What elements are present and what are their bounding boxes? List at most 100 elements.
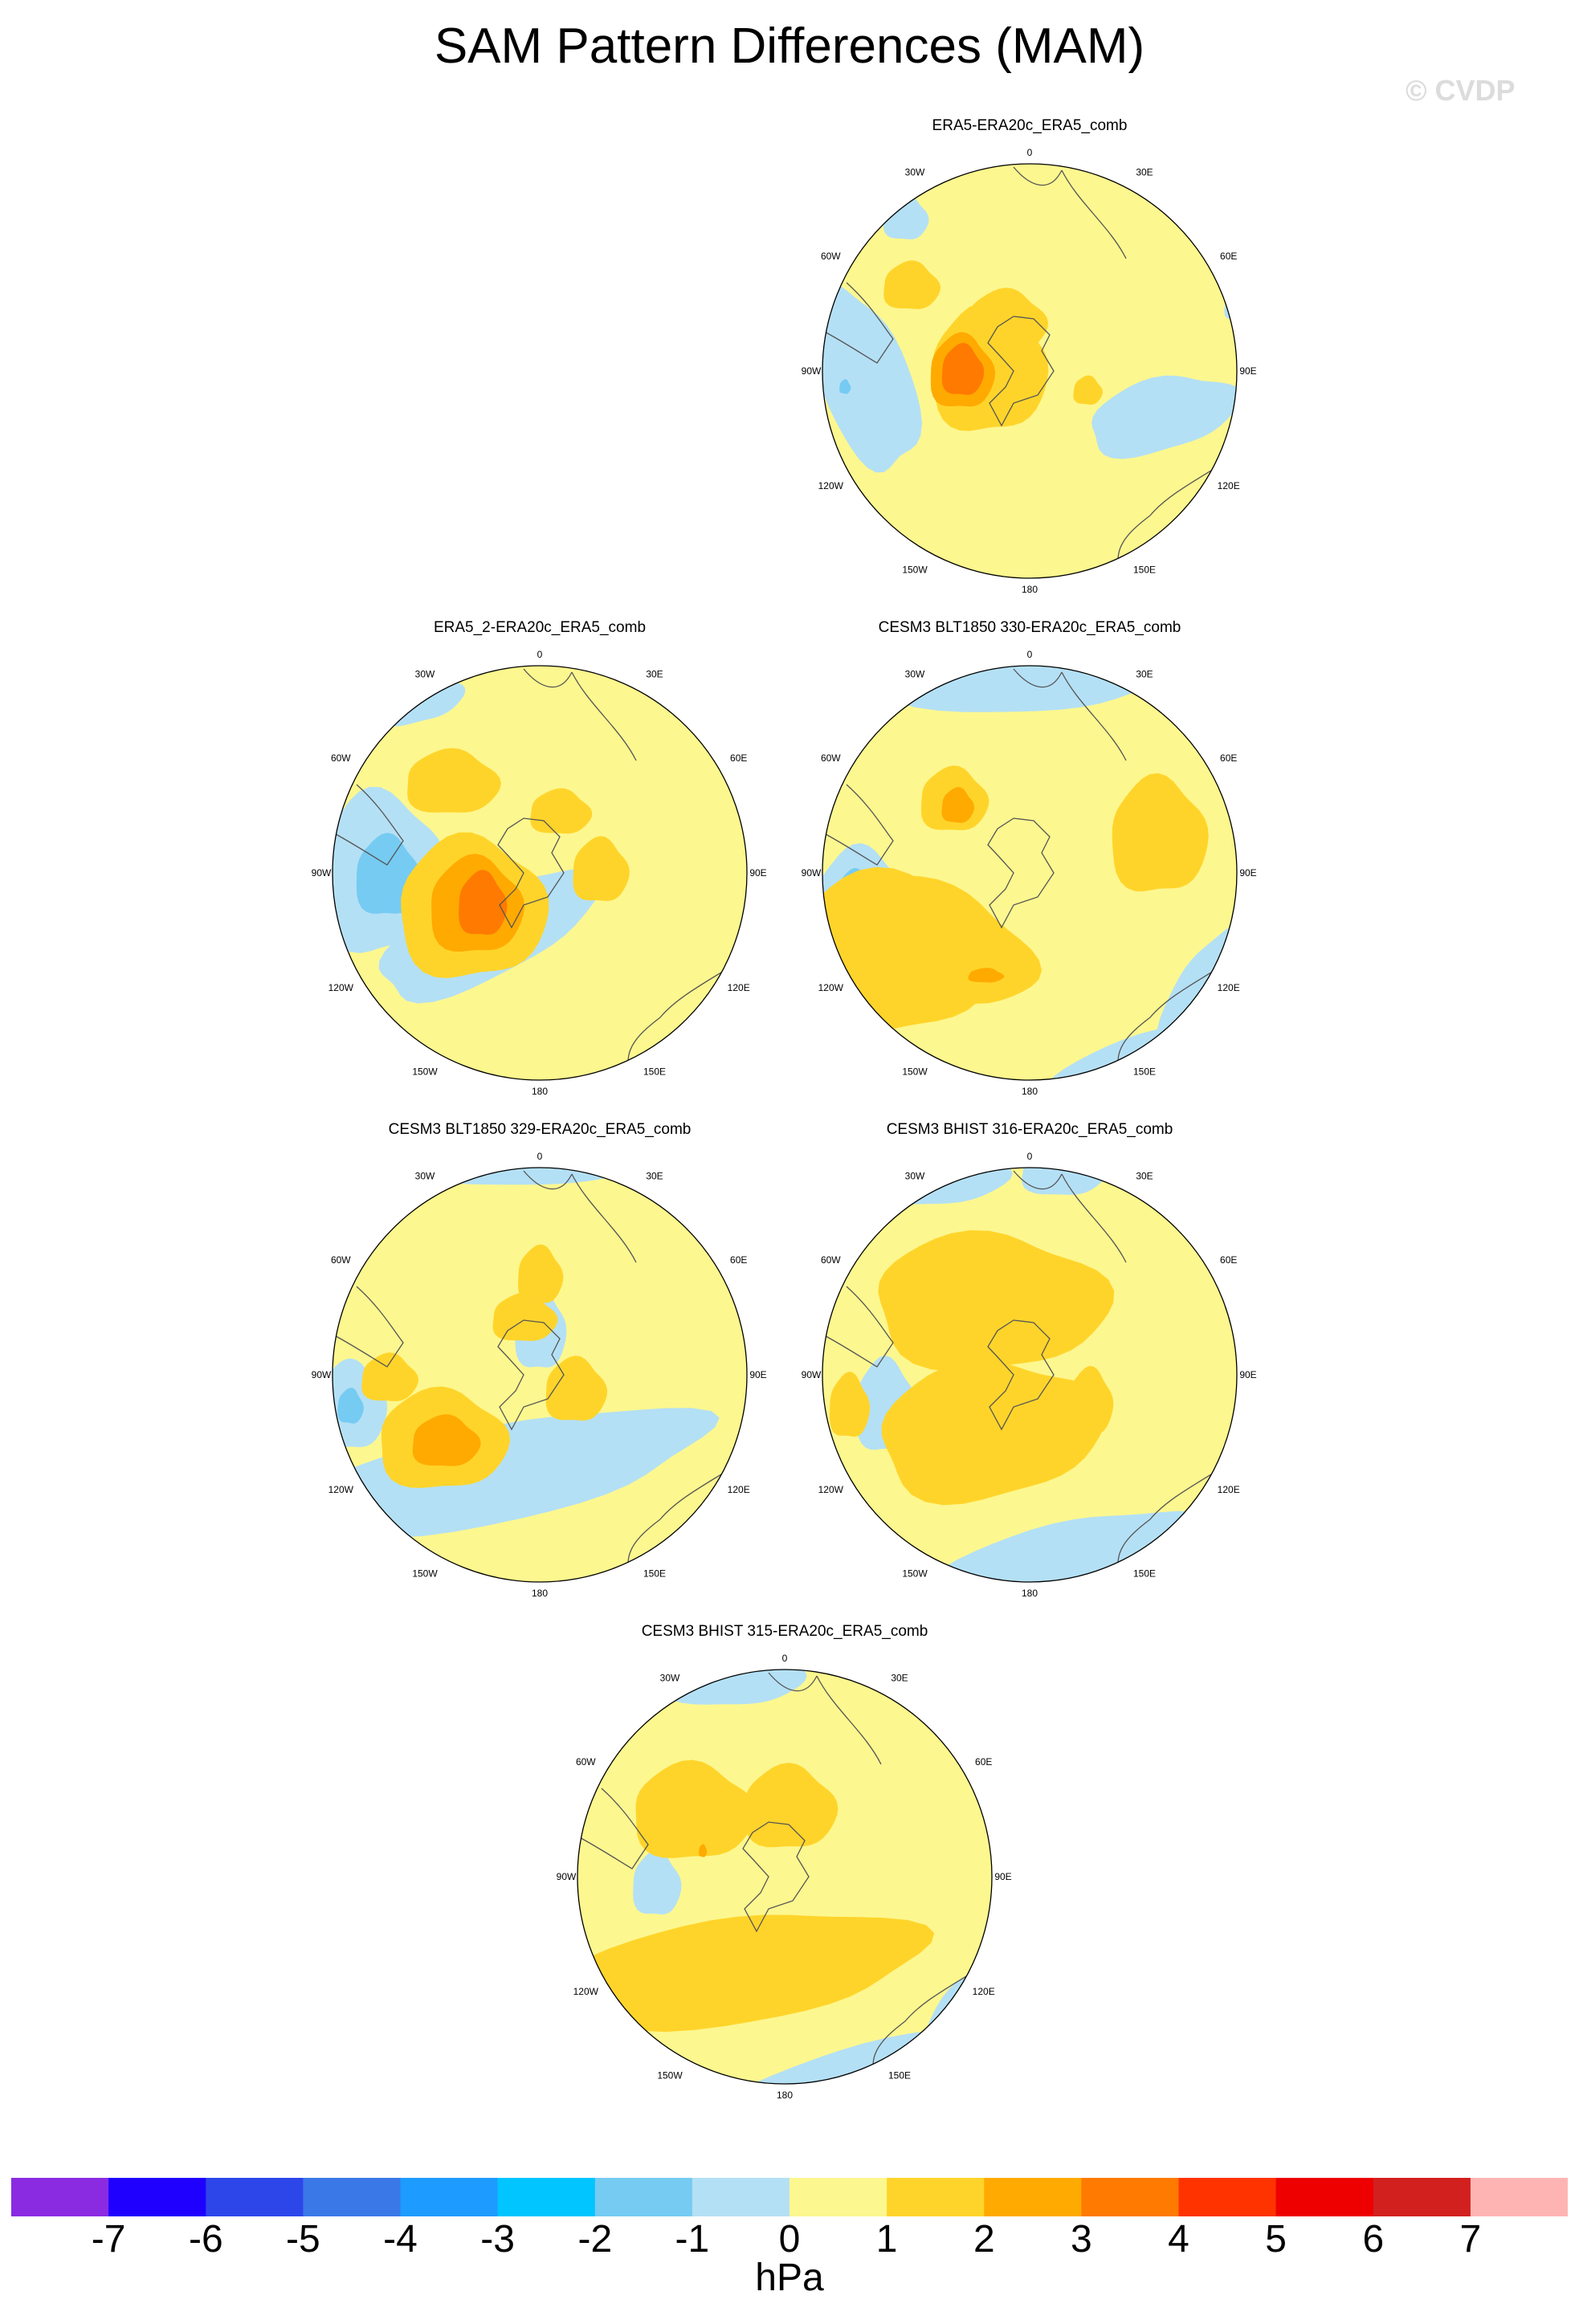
longitude-label: 150E	[888, 2070, 911, 2081]
polar-map: 0 30E 60E 90E 120E 150E 180 150W 120W 90W 60W 30W	[312, 1151, 767, 1599]
polar-map: 0 30E 60E 90E 120E 150E 180 150W 120W 90W 60W 30W	[802, 147, 1257, 595]
longitude-label: 120W	[328, 1484, 354, 1495]
colorbar-box	[790, 2178, 887, 2216]
antarctica-coastline	[742, 1821, 810, 1933]
map-border	[332, 665, 748, 1081]
longitude-label: 60W	[821, 251, 841, 262]
positive-anomaly-region	[412, 1414, 481, 1466]
positive-anomaly-region	[1068, 1365, 1114, 1434]
antarctica-coastline	[987, 817, 1055, 929]
panel-title: CESM3 BLT1850 330-ERA20c_ERA5_comb	[878, 619, 1181, 636]
longitude-label: 120E	[1218, 480, 1240, 491]
coastlines	[822, 668, 1237, 1080]
longitude-label: 0	[782, 1653, 788, 1664]
polar-map: 0 30E 60E 90E 120E 150E 180 150W 120W 90W 60W 30W	[557, 1653, 1012, 2101]
colorbar-box	[594, 2178, 693, 2216]
longitude-label: 90E	[1239, 365, 1256, 377]
longitude-label: 150W	[657, 2070, 683, 2081]
negative-anomaly-region	[839, 379, 851, 394]
positive-anomaly-region	[883, 260, 941, 309]
longitude-label: 30W	[905, 668, 925, 679]
longitude-label: 150E	[1133, 565, 1156, 576]
antarctica-coastline	[987, 1319, 1055, 1431]
longitude-label: 0	[1027, 147, 1033, 158]
longitude-label: 90W	[802, 867, 822, 879]
negative-anomaly-region	[822, 280, 922, 473]
antarctica-coastline	[497, 817, 565, 929]
colorbar-tick-label: 4	[1168, 2218, 1189, 2261]
colorbar-tick-label: 5	[1265, 2218, 1287, 2261]
longitude-label: 120E	[973, 1986, 995, 1997]
panel-4: CESM3 BLT1850 329-ERA20c_ERA5_comb 0 30E 6…	[283, 1121, 797, 1611]
anomaly-contours	[333, 1168, 720, 1538]
longitude-label: 180	[777, 2090, 793, 2101]
map-border	[332, 1167, 748, 1583]
longitude-label: 120W	[818, 982, 844, 993]
longitude-label: 150W	[902, 1066, 928, 1078]
negative-anomaly-region	[333, 1408, 720, 1538]
colorbar-box	[400, 2178, 499, 2216]
positive-anomaly-region	[361, 1352, 419, 1401]
positive-anomaly-region	[518, 1244, 564, 1303]
africa-coastline	[1013, 1170, 1127, 1263]
anomaly-contours	[822, 194, 1237, 473]
positive-anomaly-region	[941, 343, 985, 395]
cvdp-watermark: © CVDP	[1406, 74, 1516, 107]
negative-anomaly-region	[866, 666, 1181, 712]
longitude-label: 60E	[1220, 251, 1237, 262]
positive-anomaly-region	[1073, 375, 1103, 405]
longitude-label: 60W	[331, 752, 351, 764]
longitude-label: 60W	[576, 1756, 596, 1767]
colorbar-tick-label: 1	[875, 2218, 898, 2261]
polar-map: 0 30E 60E 90E 120E 150E 180 150W 120W 90W 60W 30W	[312, 649, 767, 1097]
longitude-label: 90E	[1239, 867, 1256, 879]
colorbar-box	[303, 2178, 401, 2216]
panel-1: ERA5-ERA20c_ERA5_comb 0 30E 60E 90E 120E 150E…	[773, 117, 1287, 607]
longitude-label: 30E	[1136, 668, 1153, 679]
map-border	[822, 163, 1238, 579]
longitude-label: 60E	[1220, 752, 1237, 764]
colorbar-tick-label: -1	[675, 2218, 710, 2261]
negative-anomaly-region	[1224, 236, 1237, 323]
negative-anomaly-region	[1091, 375, 1237, 459]
longitude-label: 90W	[312, 1369, 332, 1380]
panel-title: ERA5-ERA20c_ERA5_comb	[932, 117, 1128, 134]
positive-anomaly-region	[492, 1292, 558, 1341]
positive-anomaly-region	[699, 1844, 708, 1857]
longitude-label: 90E	[994, 1871, 1011, 1882]
longitude-label: 120E	[728, 1484, 750, 1495]
positive-anomaly-region	[577, 1914, 935, 2032]
panel-6: CESM3 BHIST 315-ERA20c_ERA5_comb 0 30E 60E…	[528, 1623, 1042, 2113]
panel-title: ERA5_2-ERA20c_ERA5_comb	[433, 619, 647, 636]
colorbar-tick-label: -2	[577, 2218, 613, 2261]
longitude-label: 120W	[818, 1484, 844, 1495]
coastlines	[333, 668, 747, 1080]
colorbar-tick-label: -5	[286, 2218, 320, 2261]
colorbar-tick-label: 0	[778, 2218, 801, 2261]
polar-map: 0 30E 60E 90E 120E 150E 180 150W 120W 90W 60W 30W	[802, 1151, 1257, 1599]
longitude-label: 30E	[1136, 1170, 1153, 1181]
longitude-label: 180	[1022, 584, 1038, 595]
map-border	[822, 1167, 1238, 1583]
colorbar-box	[692, 2178, 790, 2216]
longitude-label: 180	[532, 1588, 548, 1599]
longitude-label: 30W	[660, 1672, 680, 1683]
longitude-label: 90E	[749, 867, 766, 879]
longitude-label: 30W	[415, 1170, 435, 1181]
positive-anomaly-region	[968, 968, 1005, 983]
negative-anomaly-region	[933, 1511, 1206, 1582]
africa-coastline	[523, 1170, 637, 1263]
antarctica-coastline	[497, 1319, 565, 1431]
longitude-label: 150E	[643, 1066, 666, 1078]
longitude-label: 120E	[1218, 1484, 1240, 1495]
longitude-label: 30E	[1136, 166, 1153, 177]
panel-title: CESM3 BHIST 316-ERA20c_ERA5_comb	[886, 1121, 1173, 1138]
longitude-label: 120W	[573, 1986, 599, 1997]
negative-anomaly-region	[420, 1168, 648, 1185]
south-america-coastline	[333, 1286, 404, 1368]
africa-coastline	[1013, 166, 1127, 259]
longitude-label: 60E	[1220, 1254, 1237, 1266]
positive-anomaly-region	[881, 1360, 1108, 1506]
longitude-label: 90W	[802, 1369, 822, 1380]
panel-title: CESM3 BLT1850 329-ERA20c_ERA5_comb	[388, 1121, 692, 1138]
